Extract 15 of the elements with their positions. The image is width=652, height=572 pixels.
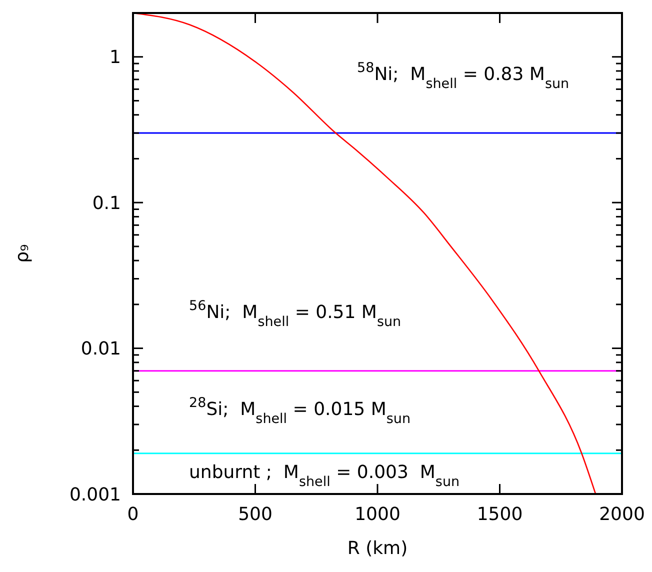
y-axis-title: ρ₉ [12, 244, 33, 263]
x-tick-label: 2000 [599, 504, 645, 525]
annotation: $^{58}$Ni; M$_{shell}$ = 0.83 M$_{sun}$ [357, 60, 570, 92]
y-tick-label: 0.1 [92, 192, 121, 214]
y-tick-label: 0.01 [80, 338, 121, 360]
x-tick-label: 500 [238, 504, 272, 525]
x-tick-label: 1000 [354, 504, 400, 525]
x-tick-label: 1500 [476, 504, 523, 525]
annotation: $^{56}$Ni; M$_{shell}$ = 0.51 M$_{sun}$ [189, 298, 402, 330]
y-tick-label: 0.001 [69, 484, 121, 506]
x-axis-title: R (km) [347, 538, 408, 559]
annotation: $^{28}$Si; M$_{shell}$ = 0.015 M$_{sun}$ [189, 395, 411, 427]
x-tick-label: 0 [127, 504, 139, 525]
annotation: unburnt ; M$_{shell}$ = 0.003 M$_{sun}$ [189, 462, 460, 490]
y-tick-label: 1 [110, 47, 121, 68]
